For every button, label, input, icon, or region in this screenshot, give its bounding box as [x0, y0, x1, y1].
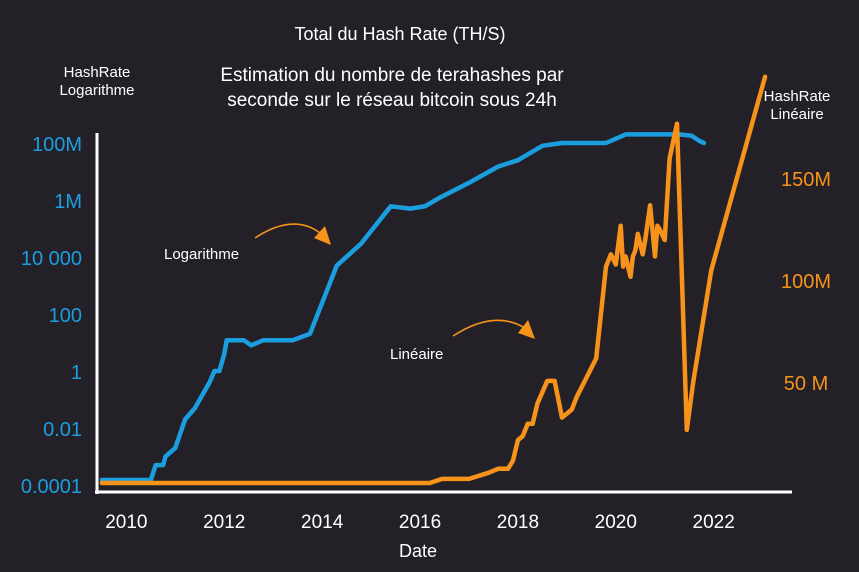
left-tick-label-4: 10 000 [21, 248, 82, 270]
axes [95, 133, 792, 494]
right-tick-label-1: 100M [781, 271, 831, 293]
chart-subtitle-line-1: Estimation du nombre de terahashes par [220, 65, 564, 86]
series-line-lineaire [99, 74, 768, 486]
x-tick-label-3: 2016 [399, 512, 441, 533]
left-tick-label-2: 1 [71, 362, 82, 384]
x-tick-label-4: 2018 [497, 512, 539, 533]
left-tick-label-3: 100 [49, 305, 82, 327]
x-axis-ticks: 2010 2012 2014 2016 2018 2020 2022 [105, 512, 735, 533]
left-tick-label-0: 0.0001 [21, 476, 82, 498]
chart-title: Total du Hash Rate (TH/S) [294, 24, 505, 44]
x-tick-label-2: 2014 [301, 512, 344, 533]
x-tick-label-1: 2012 [203, 512, 245, 533]
left-axis-label-line-1: HashRate [64, 64, 131, 81]
annotation-arrow-logarithme [254, 223, 321, 239]
x-axis-label: Date [399, 541, 437, 561]
right-axis-label-line-1: HashRate [764, 88, 831, 105]
x-tick-label-5: 2020 [595, 512, 637, 533]
series-line-logarithme [99, 132, 707, 483]
right-tick-label-2: 150M [781, 169, 831, 191]
right-axis-ticks: 50 M 100M 150M [781, 169, 831, 395]
annotation-arrowhead-lineaire [518, 320, 535, 339]
x-tick-label-6: 2022 [693, 512, 735, 533]
left-axis-label-line-2: Logarithme [59, 82, 134, 99]
right-tick-label-0: 50 M [784, 373, 828, 395]
annotation-arrowhead-logarithme [314, 226, 331, 245]
annotations: Logarithme Linéaire [164, 223, 535, 363]
annotation-lineaire: Linéaire [390, 346, 443, 363]
x-tick-label-0: 2010 [105, 512, 147, 533]
right-axis-label-line-2: Linéaire [770, 106, 823, 123]
left-axis-ticks: 0.0001 0.01 1 100 10 000 1M 100M [21, 134, 82, 498]
left-tick-label-1: 0.01 [43, 419, 82, 441]
left-tick-label-6: 100M [32, 134, 82, 156]
chart-subtitle-line-2: seconde sur le réseau bitcoin sous 24h [227, 90, 557, 111]
left-tick-label-5: 1M [54, 191, 82, 213]
annotation-arrow-lineaire [452, 319, 524, 337]
annotation-logarithme: Logarithme [164, 246, 239, 263]
series-layer [99, 74, 768, 486]
